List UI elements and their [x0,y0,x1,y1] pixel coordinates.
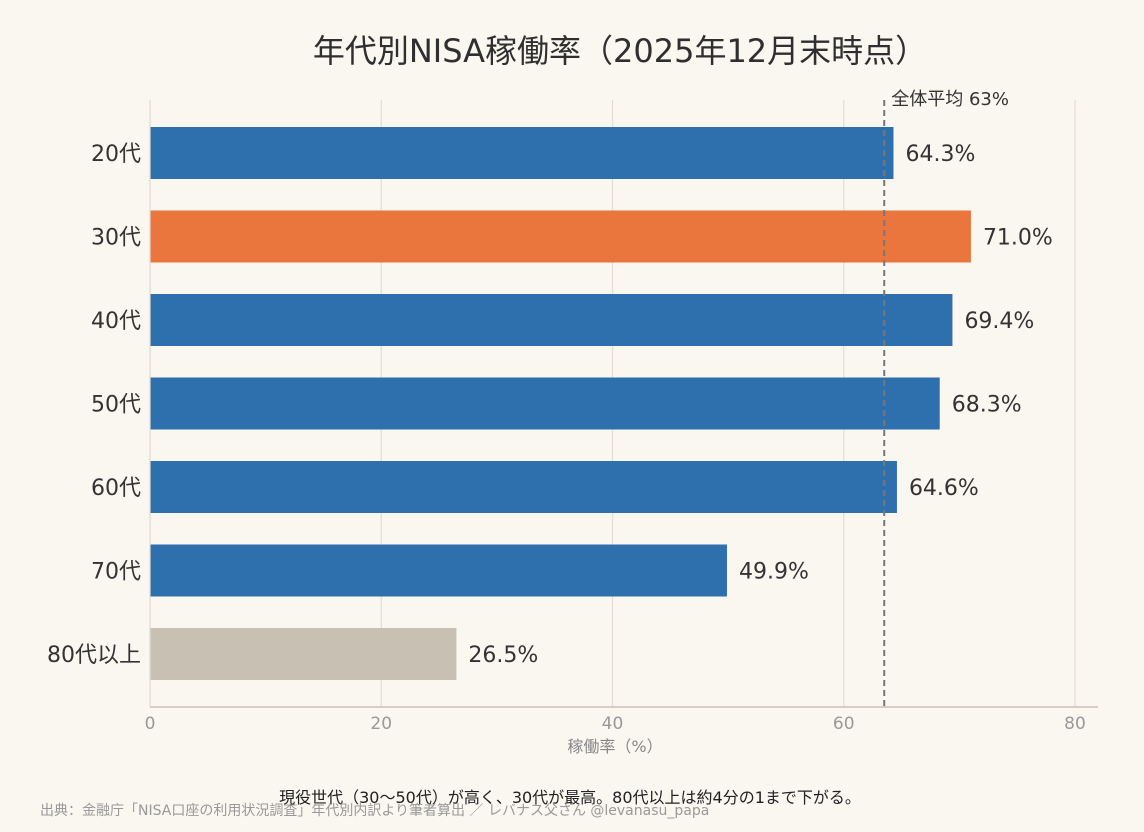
category-label-1: 30代 [91,226,141,251]
bar-5 [150,544,727,597]
chart-note: 現役世代（30〜50代）が高く、30代が最高。80代以上は約4分の1まで下がる。 [279,788,861,807]
category-label-4: 60代 [91,476,141,501]
bar-4 [150,461,897,513]
chart-source: 出典：金融庁「NISA口座の利用状況調査」年代別内訳より筆者算出 ／ レバナス父… [40,803,709,819]
category-label-0: 20代 [91,142,141,167]
bar-1 [150,210,971,263]
value-label-2: 69.4% [964,309,1034,334]
value-label-3: 68.3% [952,393,1022,418]
category-label-3: 50代 [91,393,141,418]
chart-title: 年代別NISA稼働率（2025年12月末時点） [313,32,927,70]
tick-label-4: 80 [1064,714,1086,734]
tick-label-2: 40 [602,714,624,734]
value-label-1: 71.0% [983,226,1053,251]
category-label-6: 80代以上 [47,643,141,668]
x-axis-label: 稼働率（%） [567,737,662,756]
average-label: 全体平均 63% [891,89,1009,110]
value-label-5: 49.9% [739,560,809,585]
bar-6 [150,628,457,680]
bar-2 [150,294,953,346]
category-label-2: 40代 [91,309,141,334]
category-label-5: 70代 [91,560,141,585]
value-label-6: 26.5% [468,643,538,668]
bar-3 [150,377,940,430]
tick-label-1: 20 [370,714,392,734]
bar-0 [150,127,894,179]
tick-label-0: 0 [145,714,156,734]
tick-label-3: 60 [833,714,855,734]
value-label-4: 64.6% [909,476,979,501]
value-label-0: 64.3% [905,142,975,167]
